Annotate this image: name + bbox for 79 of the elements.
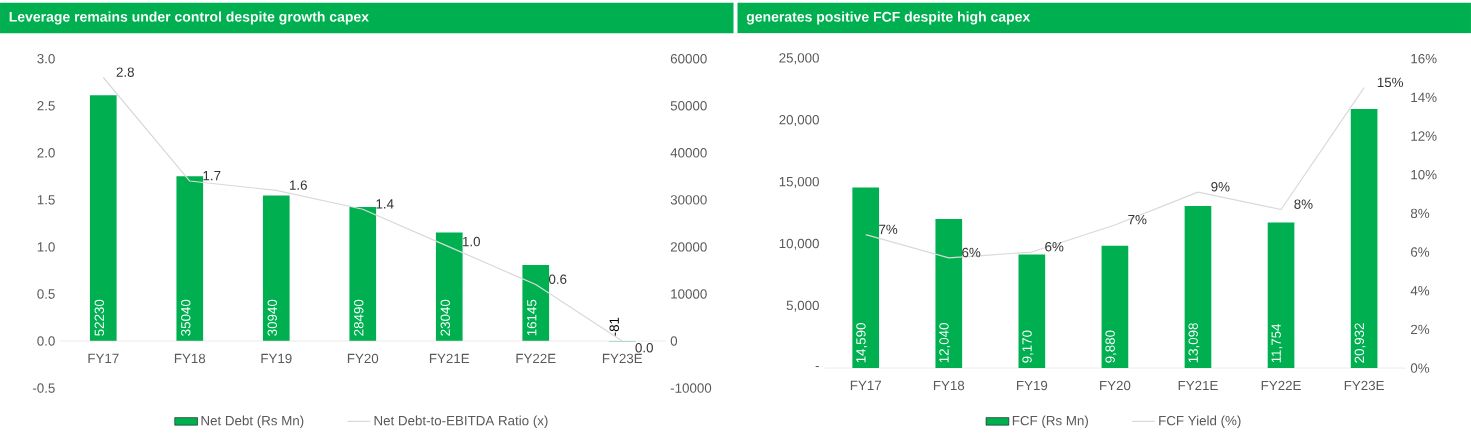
x-tick-label: FY20: [347, 353, 379, 364]
chart-title: Leverage remains under control despite growth capex: [9, 11, 369, 25]
x-tick-label: FY19: [261, 353, 292, 364]
data-label: 30940: [267, 299, 277, 337]
data-label: 16145: [527, 299, 537, 336]
x-tick-label: FY19: [1017, 380, 1048, 391]
y2-tick-label: 6%: [1411, 247, 1430, 257]
y2-tick-label: 2%: [1411, 324, 1430, 335]
data-label: 14,590: [856, 323, 868, 363]
y-tick-label: 15,000: [779, 177, 819, 189]
y-tick-label: -0.5: [32, 383, 55, 393]
x-tick-label: FY17: [88, 353, 119, 364]
data-label: 2.8: [116, 67, 134, 78]
y-tick-label: 1.0: [37, 242, 55, 252]
y2-tick-label: -10000: [670, 383, 712, 393]
legend-label: FCF (Rs Mn): [1012, 415, 1088, 429]
data-label: -81: [609, 317, 619, 336]
y2-tick-label: 60000: [670, 54, 707, 64]
data-label: 52230: [94, 299, 104, 336]
x-tick-label: FY23E: [602, 353, 643, 364]
data-label: 35040: [181, 299, 191, 337]
data-label: 28490: [354, 299, 364, 336]
y2-tick-label: 4%: [1410, 286, 1430, 296]
y2-tick-label: 30000: [670, 195, 707, 205]
data-label: 20,932: [1354, 323, 1366, 363]
y2-tick-label: 12%: [1411, 131, 1437, 141]
y-tick-label: 0.0: [37, 336, 55, 346]
y2-tick-label: 50000: [670, 101, 707, 111]
x-tick-label: FY20: [1100, 380, 1131, 391]
x-tick-label: FY18: [933, 380, 965, 391]
y2-tick-label: 10%: [1411, 170, 1437, 180]
y-tick-label: -: [815, 366, 819, 368]
data-label: 1.4: [376, 199, 394, 209]
data-label: 6%: [1045, 242, 1064, 252]
data-label: 1.7: [203, 171, 221, 181]
data-label: 12,040: [939, 323, 951, 363]
data-label: 8%: [1294, 199, 1313, 210]
y-tick-label: 20,000: [779, 115, 819, 127]
data-label: 1.0: [462, 237, 480, 247]
legend-label: Net Debt-to-EBITDA Ratio (x): [374, 415, 548, 429]
chart-title: generates positive FCF despite high capex: [746, 11, 1031, 25]
x-tick-label: FY21E: [1178, 380, 1218, 391]
y2-tick-label: 40000: [670, 148, 707, 158]
x-tick-label: FY17: [850, 380, 881, 391]
y-tick-label: 1.5: [37, 195, 55, 205]
x-tick-label: FY21E: [429, 353, 470, 364]
data-label: 7%: [1128, 215, 1147, 225]
data-label: 0.6: [548, 274, 567, 285]
data-label: 7%: [879, 224, 898, 235]
y2-tick-label: 0: [670, 336, 678, 346]
data-label: 1.6: [290, 180, 307, 191]
y-tick-label: 10,000: [779, 239, 819, 251]
y-tick-label: 2.5: [37, 101, 55, 111]
data-label: 15%: [1377, 77, 1404, 88]
x-tick-label: FY22E: [1261, 380, 1301, 391]
y-tick-label: 25,000: [779, 53, 819, 65]
y-tick-label: 5,000: [786, 300, 819, 312]
legend-label: Net Debt (Rs Mn): [201, 415, 304, 429]
y-tick-label: 0.5: [37, 289, 55, 299]
y-tick-label: 3.0: [37, 54, 55, 64]
y-tick-label: 2.0: [37, 148, 55, 158]
legend-label: FCF Yield (%): [1159, 415, 1241, 429]
x-tick-label: FY23E: [1344, 380, 1384, 391]
y2-tick-label: 16%: [1411, 54, 1437, 64]
data-label: 23040: [440, 299, 450, 336]
y2-tick-label: 8%: [1410, 208, 1430, 219]
data-label: 11,754: [1271, 324, 1283, 363]
data-label: 0.0: [635, 343, 653, 353]
data-label: 6%: [962, 248, 981, 258]
data-label: 9%: [1211, 182, 1230, 192]
data-label: 9,170: [1022, 330, 1034, 363]
data-label: 9,880: [1105, 330, 1117, 363]
x-tick-label: FY22E: [516, 353, 556, 364]
x-tick-label: FY18: [174, 353, 206, 364]
data-label: 13,098: [1188, 323, 1200, 363]
y2-tick-label: 10000: [671, 289, 707, 299]
y2-tick-label: 14%: [1411, 92, 1437, 103]
y2-tick-label: 20000: [670, 242, 707, 252]
y2-tick-label: 0%: [1410, 363, 1430, 373]
